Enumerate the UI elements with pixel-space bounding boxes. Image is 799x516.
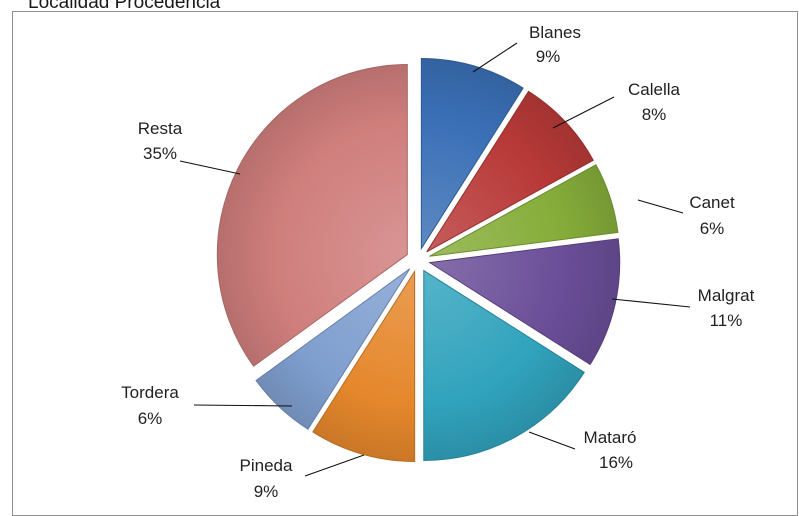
slice-label-calella: Calella <box>628 80 681 99</box>
pie-slice-matar- <box>423 269 585 462</box>
slice-label-matar-: Mataró <box>584 428 637 447</box>
slice-percent-canet: 6% <box>700 219 725 238</box>
slice-percent-matar-: 16% <box>599 453 633 472</box>
slice-label-blanes: Blanes <box>529 23 581 42</box>
pie-slice-blanes <box>420 57 524 251</box>
leader-line-pineda <box>304 454 365 477</box>
slice-percent-tordera: 6% <box>138 409 163 428</box>
page-title: Localidad Procedencia <box>28 0 221 13</box>
pie-slice-tordera <box>255 268 411 430</box>
slice-label-tordera: Tordera <box>121 383 179 402</box>
leader-line-blanes <box>472 42 518 73</box>
slice-percent-blanes: 9% <box>536 47 561 66</box>
leader-line-calella <box>552 96 615 129</box>
slice-label-malgrat: Malgrat <box>698 286 755 305</box>
leader-line-matar- <box>528 431 576 450</box>
leader-line-tordera <box>193 404 293 407</box>
slice-percent-resta: 35% <box>143 144 177 163</box>
leader-line-resta <box>179 160 241 175</box>
leader-line-malgrat <box>611 298 691 308</box>
slice-percent-pineda: 9% <box>254 482 279 501</box>
leader-line-canet <box>637 199 684 214</box>
slice-percent-calella: 8% <box>642 105 667 124</box>
pie-slice-pineda <box>312 269 416 463</box>
slice-label-canet: Canet <box>689 193 735 212</box>
pie-slice-resta <box>216 64 408 367</box>
pie-slice-canet <box>429 164 619 257</box>
pie-slice-malgrat <box>428 238 621 366</box>
slice-percent-malgrat: 11% <box>710 311 743 330</box>
slice-label-resta: Resta <box>138 119 183 138</box>
slice-label-pineda: Pineda <box>240 456 293 475</box>
